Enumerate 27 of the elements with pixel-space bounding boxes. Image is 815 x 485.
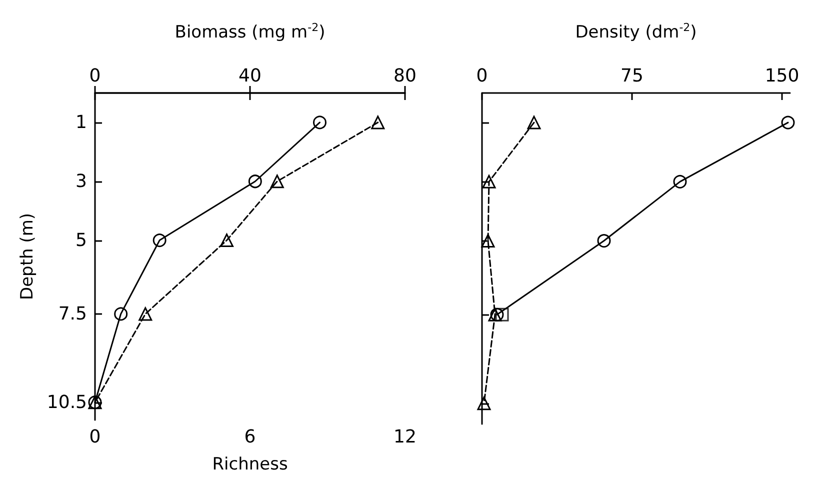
x-tick-label: 0 <box>89 426 101 448</box>
x-tick-label: 0 <box>476 66 488 86</box>
y-tick-label: 5 <box>76 230 87 251</box>
point <box>482 174 496 188</box>
y-axis-title: Depth (m) <box>18 212 38 300</box>
point <box>138 307 152 321</box>
y-tick-label: 10.5 <box>46 392 87 413</box>
point <box>481 234 495 248</box>
point <box>673 174 687 188</box>
x-axis-title: Richness <box>212 454 288 474</box>
point <box>495 308 509 322</box>
y-tick-label: 3 <box>76 170 87 192</box>
x-tick-label: 75 <box>620 66 644 86</box>
x-tick-label: 12 <box>394 426 416 448</box>
x-tick-label: 150 <box>764 66 800 86</box>
point <box>270 174 284 188</box>
point <box>477 396 491 410</box>
point <box>597 234 611 248</box>
point <box>371 116 385 130</box>
y-tick-label: 7.5 <box>58 303 87 324</box>
x-tick-label: 6 <box>244 426 256 448</box>
point <box>527 116 541 130</box>
x2-tick-label: 40 <box>238 66 262 86</box>
point <box>220 234 234 248</box>
point <box>781 116 795 130</box>
x2-tick-label: 80 <box>394 66 416 86</box>
y-tick-label: 1 <box>76 112 87 133</box>
